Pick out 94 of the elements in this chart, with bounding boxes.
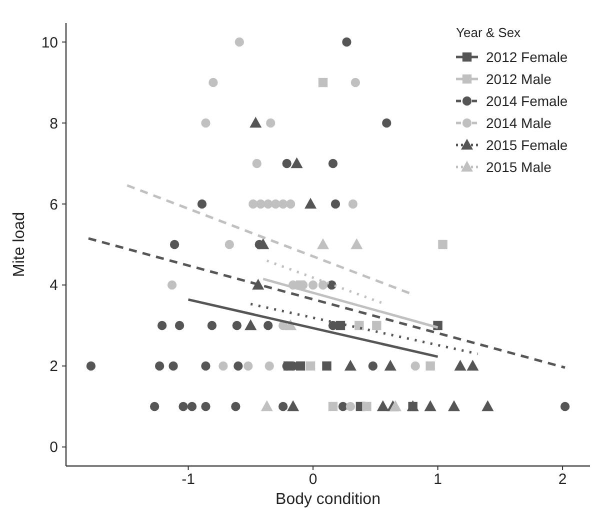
point [264, 199, 273, 209]
x-axis-title: Body condition [276, 491, 380, 508]
legend-title: Year & Sex [456, 25, 522, 40]
point [178, 402, 188, 412]
point [244, 361, 253, 371]
point [377, 400, 388, 412]
point [317, 238, 329, 250]
point [346, 402, 356, 412]
point [218, 361, 228, 371]
legend-label: 2012 Female [486, 48, 568, 65]
legend-label: 2014 Male [486, 114, 552, 131]
point [291, 158, 302, 168]
point [168, 361, 178, 371]
point [264, 361, 274, 371]
point [207, 320, 217, 330]
point [328, 158, 338, 168]
point [264, 320, 273, 330]
point [278, 402, 288, 412]
point [250, 117, 262, 128]
x-tick-label: -1 [182, 471, 195, 488]
y-tick-label: 6 [50, 196, 58, 214]
point [224, 240, 234, 250]
point [231, 402, 240, 412]
point [338, 402, 348, 412]
point [448, 400, 460, 412]
point [410, 361, 420, 371]
y-tick-label: 0 [50, 439, 58, 456]
legend-label: 2015 Male [486, 158, 552, 175]
point [354, 320, 364, 330]
point [287, 400, 299, 412]
point [426, 361, 435, 371]
point [318, 78, 328, 88]
point [454, 360, 466, 371]
point [157, 320, 167, 330]
point [187, 402, 197, 412]
point [201, 402, 210, 412]
point [256, 199, 266, 209]
point [286, 199, 296, 209]
point [232, 320, 242, 330]
point [154, 361, 164, 371]
point [234, 361, 243, 371]
point [174, 320, 184, 330]
point [258, 238, 269, 250]
point [234, 37, 244, 47]
point [208, 78, 218, 88]
point [306, 361, 316, 371]
point [382, 118, 392, 128]
point [467, 360, 478, 371]
point [245, 320, 256, 330]
point [261, 400, 272, 412]
x-tick-label: 0 [308, 471, 318, 488]
x-tick-label: 2 [558, 471, 567, 488]
point [342, 37, 352, 47]
point [304, 198, 316, 209]
point [167, 280, 177, 290]
y-axis-title: Mite load [11, 212, 28, 277]
point [197, 199, 207, 209]
point [330, 199, 340, 209]
point [351, 238, 362, 250]
point [271, 199, 280, 209]
y-tick-label: 8 [50, 115, 58, 132]
point [362, 402, 372, 412]
point [318, 280, 328, 290]
point [308, 280, 318, 290]
point [282, 158, 292, 168]
point [372, 320, 382, 330]
point [328, 402, 338, 412]
point [322, 361, 332, 371]
point [482, 400, 494, 412]
point [170, 240, 180, 250]
point [201, 118, 210, 128]
point [266, 118, 276, 128]
point [344, 360, 356, 371]
point [390, 400, 401, 412]
point [252, 158, 262, 168]
point [424, 400, 436, 412]
point [86, 361, 96, 371]
point [150, 402, 160, 412]
point [438, 240, 448, 250]
y-tick-label: 10 [41, 34, 58, 52]
legend-label: 2014 Female [486, 92, 568, 109]
point [384, 360, 396, 371]
point [201, 361, 210, 371]
y-tick-label: 4 [50, 277, 58, 294]
y-tick-label: 2 [50, 358, 58, 376]
point [368, 361, 378, 371]
point [560, 402, 570, 412]
point [348, 199, 358, 209]
point [278, 199, 288, 209]
point [350, 78, 360, 88]
point [248, 199, 258, 209]
x-tick-label: 1 [434, 471, 442, 488]
legend-label: 2015 Female [486, 136, 568, 153]
legend-label: 2012 Male [486, 70, 552, 87]
